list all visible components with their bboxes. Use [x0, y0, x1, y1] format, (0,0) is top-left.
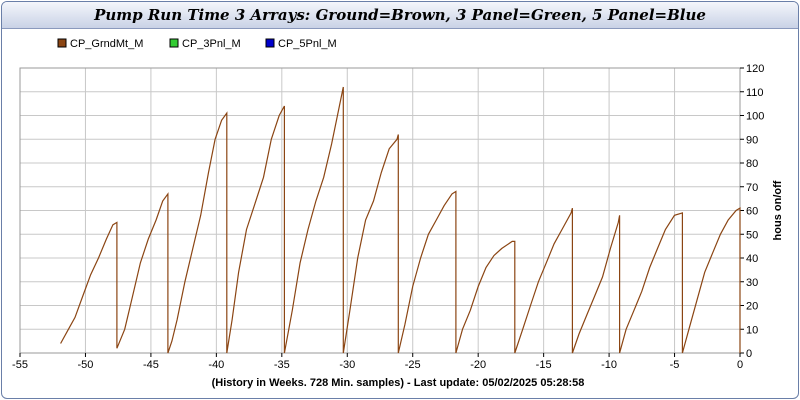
legend-label: CP_3Pnl_M	[182, 38, 241, 50]
y-tick-label: 70	[746, 182, 758, 194]
title-bar: Pump Run Time 3 Arrays: Ground=Brown, 3 …	[2, 2, 798, 29]
legend-swatch	[265, 38, 275, 48]
y-tick-label: 110	[746, 87, 764, 99]
y-tick-label: 80	[746, 158, 758, 170]
legend-swatch	[57, 38, 67, 48]
y-tick-label: 0	[746, 348, 752, 360]
series-line	[60, 86, 741, 354]
x-tick-label: 0	[737, 359, 743, 371]
legend-swatch	[169, 38, 179, 48]
y-tick-label: 30	[746, 277, 758, 289]
x-tick-label: -25	[405, 359, 421, 371]
x-tick-label: -40	[208, 359, 224, 371]
y-tick-label: 50	[746, 229, 758, 241]
chart-title: Pump Run Time 3 Arrays: Ground=Brown, 3 …	[94, 6, 706, 24]
y-axis-label: hous on/off	[772, 180, 784, 240]
x-tick-label: -50	[78, 359, 94, 371]
y-tick-label: 20	[746, 301, 758, 313]
y-tick-label: 40	[746, 253, 758, 265]
y-tick-label: 100	[746, 111, 764, 123]
legend-label: CP_5Pnl_M	[278, 38, 337, 50]
y-tick-label: 120	[746, 63, 764, 75]
x-tick-label: -35	[274, 359, 290, 371]
y-tick-label: 90	[746, 134, 758, 146]
x-tick-label: -20	[470, 359, 486, 371]
x-tick-label: -30	[339, 359, 355, 371]
x-tick-label: -10	[601, 359, 617, 371]
y-tick-label: 10	[746, 324, 758, 336]
x-tick-label: -5	[670, 359, 680, 371]
x-tick-label: -45	[143, 359, 159, 371]
x-tick-label: -15	[536, 359, 552, 371]
x-tick-label: -55	[12, 359, 28, 371]
x-axis-label: (History in Weeks. 728 Min. samples) - L…	[212, 377, 585, 389]
legend-label: CP_GrndMt_M	[70, 38, 143, 50]
y-tick-label: 60	[746, 206, 758, 218]
